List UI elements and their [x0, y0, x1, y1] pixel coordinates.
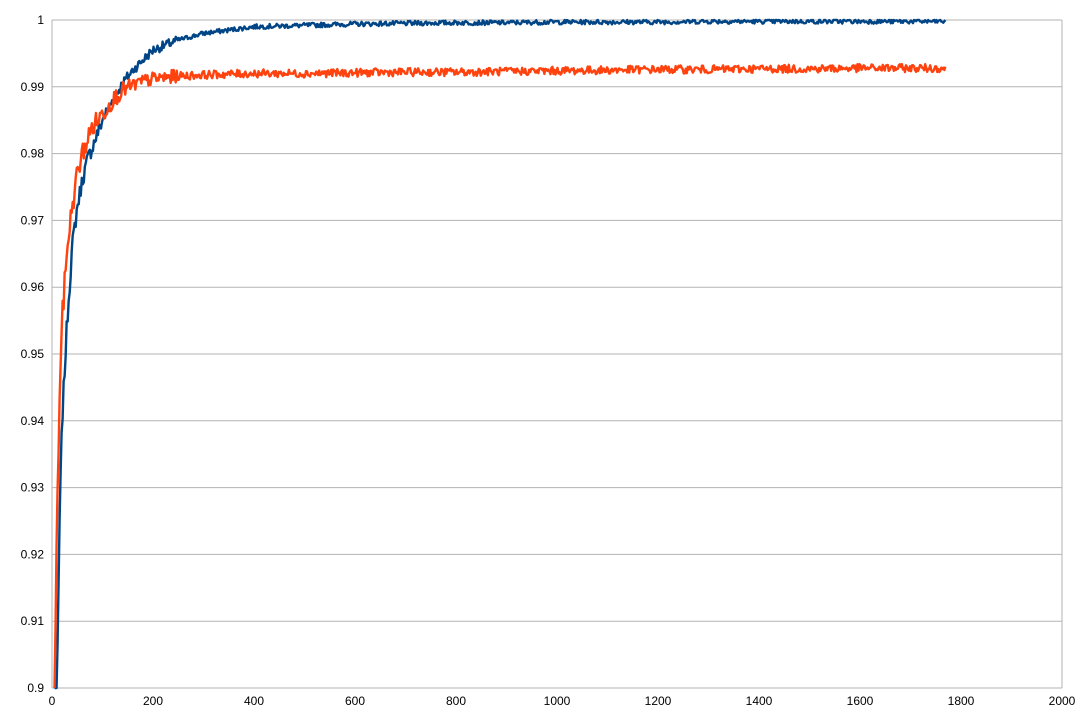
x-tick-label: 400	[244, 694, 264, 708]
x-tick-label: 1200	[645, 694, 672, 708]
x-tick-label: 1800	[948, 694, 975, 708]
x-tick-label: 1400	[746, 694, 773, 708]
x-tick-label: 0	[49, 694, 56, 708]
y-tick-label: 0.9	[27, 681, 44, 695]
series-line-0	[54, 18, 947, 690]
x-axis-ticks: 0 200 400 600 800 1000 1200 1400 1600 1800 2000	[49, 694, 1076, 708]
x-tick-label: 2000	[1049, 694, 1076, 708]
data-series	[53, 18, 947, 690]
grid-lines	[52, 19, 1062, 689]
x-tick-label: 200	[143, 694, 163, 708]
y-tick-label: 0.95	[21, 347, 45, 361]
y-tick-label: 0.98	[21, 147, 45, 161]
series-line-1	[53, 62, 947, 689]
plot-frame	[51, 20, 1063, 689]
y-axis-ticks: 0.9 0.91 0.92 0.93 0.94 0.95 0.96 0.97 0.98 0.99 1	[21, 13, 45, 695]
x-tick-label: 800	[446, 694, 466, 708]
y-tick-label: 0.92	[21, 547, 45, 561]
x-tick-label: 1000	[544, 694, 571, 708]
y-tick-label: 0.91	[21, 614, 45, 628]
y-tick-label: 1	[37, 13, 44, 27]
y-tick-label: 0.97	[21, 213, 45, 227]
x-tick-label: 1600	[847, 694, 874, 708]
y-tick-label: 0.93	[21, 481, 45, 495]
y-tick-label: 0.96	[21, 280, 45, 294]
x-tick-label: 600	[345, 694, 365, 708]
y-tick-label: 0.94	[21, 414, 45, 428]
y-tick-label: 0.99	[21, 80, 45, 94]
